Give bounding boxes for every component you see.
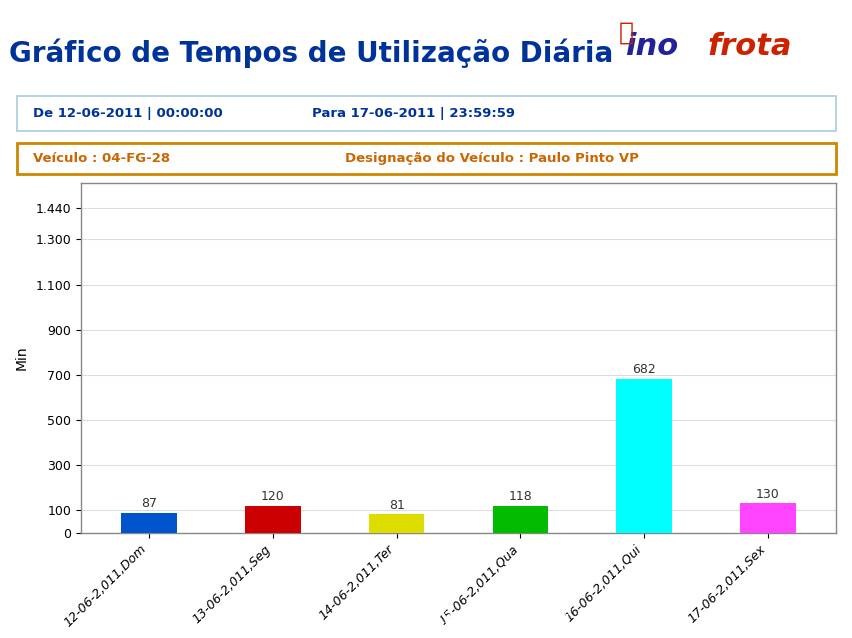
Bar	[740, 503, 795, 533]
Text: Gráfico de Tempos de Utilização Diária: Gráfico de Tempos de Utilização Diária	[9, 38, 612, 68]
Bar	[492, 506, 548, 533]
Text: 118: 118	[508, 491, 532, 503]
Text: Total:  1221: Total: 1221	[375, 611, 475, 627]
Text: 87: 87	[141, 498, 157, 510]
Bar	[121, 513, 176, 533]
Text: ino: ino	[625, 33, 677, 61]
Bar	[245, 506, 301, 533]
Text: Designação do Veículo : Paulo Pinto VP: Designação do Veículo : Paulo Pinto VP	[344, 152, 638, 165]
Text: frota: frota	[706, 33, 791, 61]
Text: Média:  204: Média: 204	[511, 611, 612, 627]
Bar	[368, 514, 424, 533]
Bar	[615, 379, 671, 533]
Text: Para 17-06-2011 | 23:59:59: Para 17-06-2011 | 23:59:59	[312, 107, 515, 120]
Text: ⌒: ⌒	[618, 21, 633, 45]
Y-axis label: Min: Min	[14, 346, 29, 370]
Text: 130: 130	[755, 487, 779, 501]
Text: Veículo : 04-FG-28: Veículo : 04-FG-28	[33, 152, 170, 165]
Text: De 12-06-2011 | 00:00:00: De 12-06-2011 | 00:00:00	[33, 107, 223, 120]
Text: 81: 81	[389, 499, 404, 512]
Text: 682: 682	[631, 363, 655, 376]
Text: 120: 120	[261, 490, 285, 503]
